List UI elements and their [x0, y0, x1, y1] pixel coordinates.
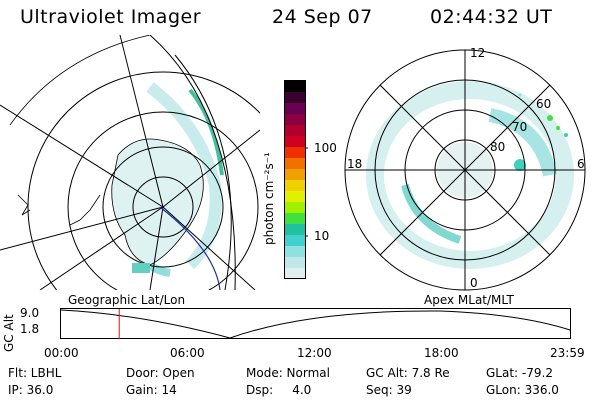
- colorbar-stripe: [285, 169, 306, 181]
- alt-xtick-0600: 06:00: [170, 346, 205, 360]
- colorbar-stripe: [285, 125, 306, 137]
- colorbar-stripe: [285, 114, 306, 126]
- altitude-plot: [60, 308, 571, 339]
- colorbar-stripe: [285, 213, 306, 225]
- alt-plot-ylabel: GC Alt: [2, 314, 16, 352]
- status-dsp: Dsp: 4.0: [246, 383, 312, 397]
- status-ip: IP: 36.0: [8, 383, 54, 397]
- colorbar-stripe: [285, 246, 306, 258]
- left-map-label: Geographic Lat/Lon: [68, 293, 186, 307]
- mlat-ring-70: 70: [512, 120, 528, 134]
- status-gain: Gain: 14: [126, 383, 177, 397]
- alt-ytick-1-8: 1.8: [20, 322, 40, 336]
- mlat-ring-60: 60: [536, 97, 552, 111]
- colorbar-unit-label: photon cm⁻²s⁻¹: [262, 152, 276, 245]
- mlt-label-0: 0: [470, 276, 478, 290]
- right-map-label: Apex MLat/MLT: [424, 293, 514, 307]
- mlt-label-6: 6: [577, 157, 585, 171]
- mlt-label-18: 18: [347, 157, 363, 171]
- colorbar-stripe: [285, 81, 306, 93]
- alt-xtick-2359: 23:59: [550, 346, 585, 360]
- colorbar-tick-10: 10: [314, 229, 330, 243]
- status-door: Door: Open: [126, 366, 195, 380]
- colorbar-stripe: [285, 202, 306, 214]
- colorbar-stripe: [285, 235, 306, 247]
- color-scale-bar: [284, 80, 308, 280]
- colorbar-stripe: [285, 147, 306, 159]
- alt-ytick-9: 9.0: [20, 306, 40, 320]
- alt-xtick-0000: 00:00: [44, 346, 79, 360]
- instrument-title: Ultraviolet Imager: [20, 6, 202, 28]
- mlat-ring-80: 80: [490, 140, 506, 154]
- status-mode: Mode: Normal: [246, 366, 330, 380]
- colorbar-stripe: [285, 191, 306, 203]
- magnetic-polar-plot: [344, 49, 586, 291]
- status-seq: Seq: 39: [366, 383, 412, 397]
- status-filter: Flt: LBHL: [8, 366, 62, 380]
- colorbar-stripe: [285, 136, 306, 148]
- mlt-label-12: 12: [470, 46, 486, 60]
- status-glat: GLat: -79.2: [486, 366, 553, 380]
- status-glon: GLon: 336.0: [486, 383, 559, 397]
- colorbar-stripe: [285, 268, 306, 280]
- colorbar-stripe: [285, 257, 306, 269]
- time-label: 02:44:32 UT: [430, 6, 553, 28]
- colorbar-stripe: [285, 103, 306, 115]
- alt-xtick-1800: 18:00: [424, 346, 459, 360]
- colorbar-stripe: [285, 92, 306, 104]
- date-label: 24 Sep 07: [272, 6, 373, 28]
- colorbar-tick-100: 100: [314, 141, 337, 155]
- alt-xtick-1200: 12:00: [297, 346, 332, 360]
- colorbar-stripe: [285, 180, 306, 192]
- colorbar-stripe: [285, 224, 306, 236]
- colorbar-stripe: [285, 158, 306, 170]
- status-gc-alt: GC Alt: 7.8 Re: [366, 366, 450, 380]
- geographic-map: [0, 35, 260, 290]
